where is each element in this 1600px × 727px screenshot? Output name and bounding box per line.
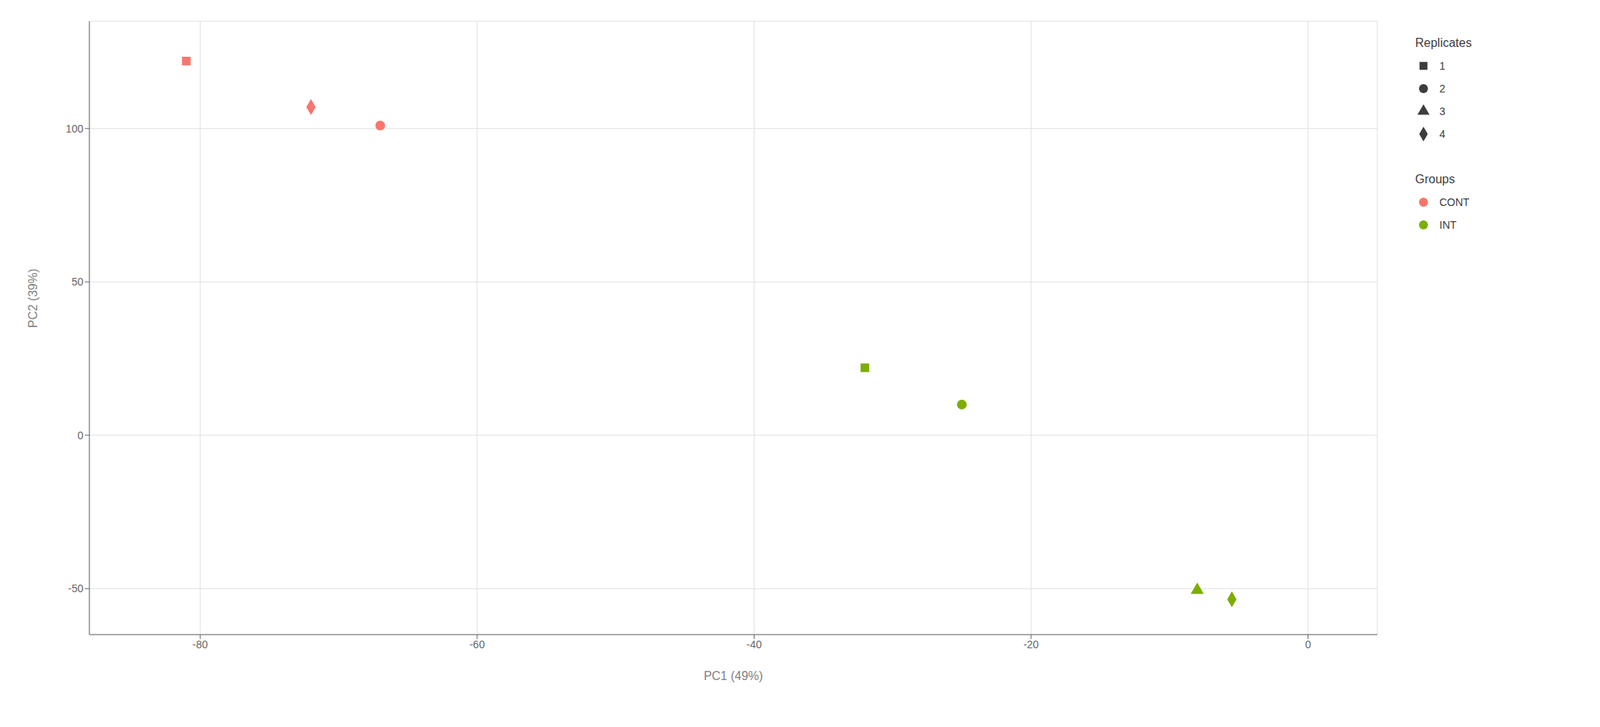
html-text:2: 2 (1439, 82, 1446, 95)
svg-text:0: 0 (1305, 638, 1312, 651)
svg-text:-80: -80 (192, 638, 208, 651)
html-text:Replicates: Replicates (1415, 36, 1472, 50)
svg-text:-40: -40 (746, 638, 762, 651)
svg-text:100: 100 (65, 122, 85, 135)
html-text:CONT: CONT (1439, 196, 1470, 209)
svg-text:-20: -20 (1023, 638, 1039, 651)
html-text:1: 1 (1439, 59, 1446, 72)
html-text:3: 3 (1439, 105, 1446, 118)
html-text:4: 4 (1439, 128, 1446, 141)
svg-text:PC1 (49%): PC1 (49%) (703, 669, 763, 683)
svg-text:-60: -60 (469, 638, 485, 651)
svg-text:0: 0 (77, 429, 84, 442)
svg-text:50: 50 (71, 275, 84, 288)
svg-text:PC2 (39%): PC2 (39%) (26, 268, 40, 329)
html-text:Groups: Groups (1415, 172, 1455, 186)
svg-text:-50: -50 (68, 582, 84, 595)
html-text:INT: INT (1439, 218, 1457, 232)
